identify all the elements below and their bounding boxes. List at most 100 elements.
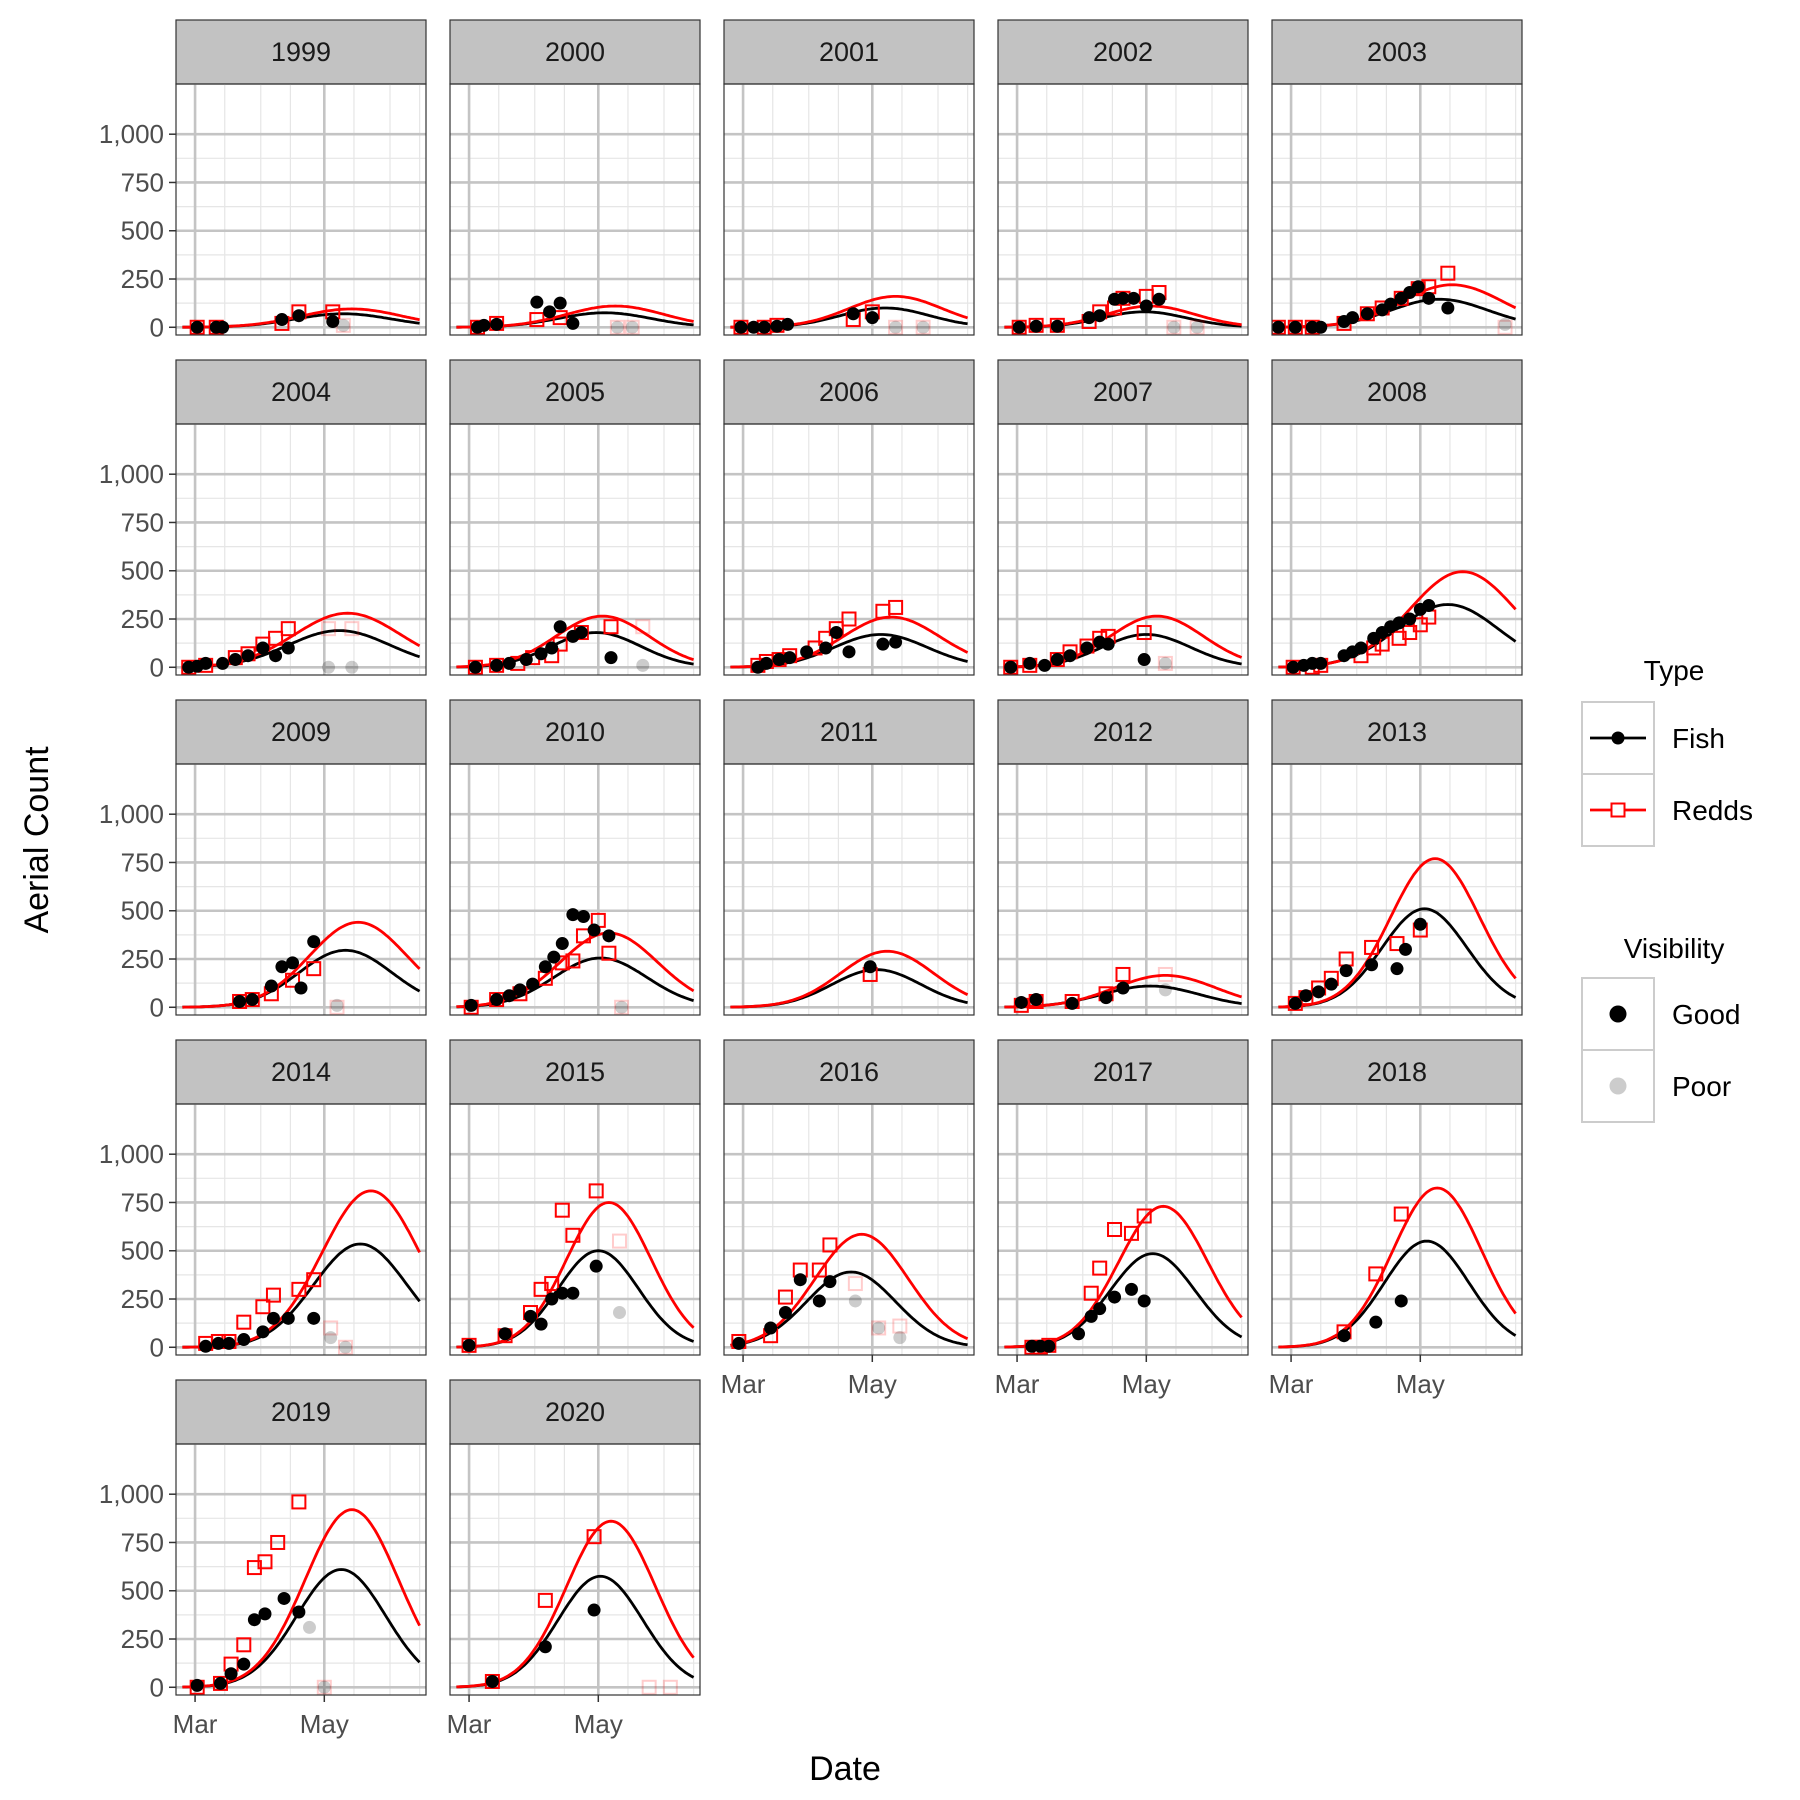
fish-point [490, 317, 504, 331]
fish-point [566, 1286, 580, 1300]
fish-point [553, 296, 567, 310]
redds-point [892, 1318, 908, 1334]
panel-border [1271, 1103, 1523, 1356]
y-tick-label: 250 [121, 1284, 164, 1314]
fish-point [1029, 319, 1043, 333]
fish-point [336, 318, 350, 332]
facet-strip-label: 2007 [1093, 377, 1153, 407]
y-tick-label: 500 [121, 1236, 164, 1266]
redds-point [285, 972, 301, 988]
y-tick-label: 500 [121, 556, 164, 586]
y-tick-label: 1,000 [99, 799, 164, 829]
redds-point [270, 1534, 286, 1550]
fish-point [530, 295, 544, 309]
fish-point [1324, 977, 1338, 991]
fish-point [286, 956, 300, 970]
panel-border [175, 83, 427, 336]
fish-point [1190, 320, 1204, 334]
fish-point [213, 1676, 227, 1690]
fish-point [1050, 319, 1064, 333]
fish-point [1116, 291, 1130, 305]
x-axis-title: Date [809, 1750, 881, 1788]
fish-point [889, 635, 903, 649]
fish-point [1108, 1290, 1122, 1304]
fish-point [302, 1620, 316, 1634]
fish-point [534, 1317, 548, 1331]
redds-point [554, 1202, 570, 1218]
facet-panel-2013: 2013 [1271, 699, 1523, 1016]
fish-point [863, 960, 877, 974]
panel-border [997, 763, 1249, 1016]
facet-strip [449, 1379, 701, 1445]
facet-strip [723, 1039, 975, 1105]
facet-strip [997, 1039, 1249, 1105]
fish-point [1063, 649, 1077, 663]
redds-fit-line [1278, 1186, 1517, 1349]
facet-strip-label: 2002 [1093, 37, 1153, 67]
redds-point [329, 999, 345, 1015]
redds-point [1393, 1206, 1409, 1222]
fish-point [566, 908, 580, 922]
y-tick-label: 0 [150, 652, 164, 682]
fish-point [538, 1640, 552, 1654]
facet-strip [997, 359, 1249, 425]
facet-strip [997, 699, 1249, 765]
fish-point [322, 660, 336, 674]
redds-point [1107, 1222, 1123, 1237]
redds-point [1157, 655, 1173, 671]
fish-point [1390, 962, 1404, 976]
fish-point [781, 317, 795, 331]
panel-border [723, 763, 975, 1016]
redds-point [565, 953, 581, 969]
fish-point [604, 651, 618, 665]
panel-border [175, 1443, 427, 1696]
fish-point [211, 1336, 225, 1350]
legend-title-visibility: Visibility [1624, 933, 1725, 964]
fish-point [545, 1292, 559, 1306]
redds-point [603, 619, 619, 635]
facet-strip-label: 2018 [1367, 1057, 1427, 1087]
x-tick-label: May [848, 1369, 897, 1399]
redds-point [641, 1679, 657, 1695]
fish-point [330, 998, 344, 1012]
facet-panel-2020: 2020 Mar May [447, 1379, 701, 1739]
redds-point [291, 1281, 307, 1297]
fish-point [190, 1678, 204, 1692]
facet-strip-label: 2004 [271, 377, 331, 407]
facet-strip-label: 2019 [271, 1397, 331, 1427]
facet-strip-label: 2003 [1367, 37, 1427, 67]
redds-point [1368, 1266, 1384, 1282]
fish-point [1099, 991, 1113, 1005]
x-tick-label: Mar [447, 1709, 492, 1739]
fish-point [326, 314, 340, 328]
redds-point [1402, 625, 1418, 641]
fish-point [1354, 641, 1368, 655]
facet-strip-label: 2005 [545, 377, 605, 407]
redds-point [1189, 319, 1205, 335]
facet-panel-2006: 2006 [723, 359, 975, 676]
facet-panel-2008: 2008 [1271, 359, 1523, 676]
redds-point [635, 619, 651, 635]
facet-strip [723, 359, 975, 425]
fish-point [759, 656, 773, 670]
facet-strip-label: 2009 [271, 717, 331, 747]
x-tick-label: May [574, 1709, 623, 1739]
fish-point [534, 647, 548, 661]
redds-point [888, 319, 904, 335]
redds-point [777, 1289, 793, 1305]
fish-point [199, 1339, 213, 1353]
fish-point [519, 653, 533, 667]
facet-strip [175, 1039, 427, 1105]
fish-point [747, 320, 761, 334]
panel-border [175, 763, 427, 1016]
redds-point [306, 961, 322, 977]
fish-point [1299, 989, 1313, 1003]
fish-point [1080, 641, 1094, 655]
fish-point [576, 910, 590, 924]
fish-point [502, 989, 516, 1003]
facet-panel-2007: 2007 [997, 359, 1249, 676]
fish-point [498, 1327, 512, 1341]
y-tick-label: 750 [121, 167, 164, 197]
redds-point [337, 1339, 353, 1355]
fish-point [846, 307, 860, 321]
